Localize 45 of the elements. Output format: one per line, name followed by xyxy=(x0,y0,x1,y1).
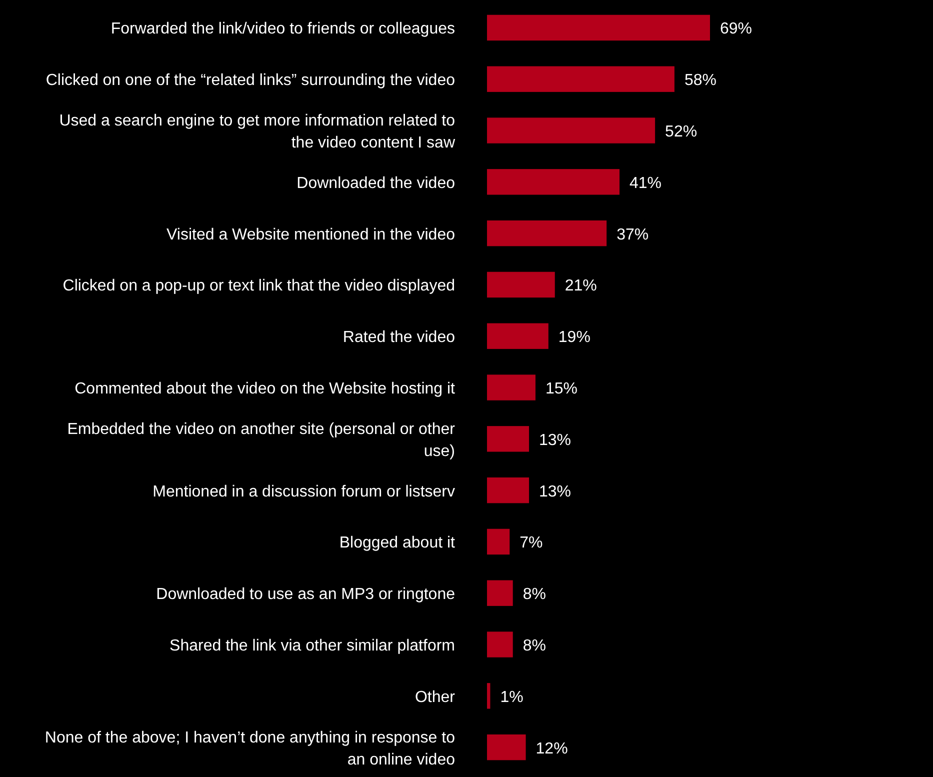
y-tick-label: Embedded the video on another site (personal or other use) xyxy=(67,420,456,460)
data-label: 19% xyxy=(558,329,590,346)
data-label: 12% xyxy=(536,740,568,758)
bar xyxy=(487,220,607,246)
y-tick-label: None of the above; I haven’t done anything in response to an online video xyxy=(44,729,456,768)
y-tick-label: Mentioned in a discussion forum or listserv xyxy=(152,483,455,500)
bar xyxy=(487,528,510,555)
data-label: 8% xyxy=(522,638,546,654)
bar xyxy=(487,14,710,41)
bar xyxy=(487,272,555,298)
y-tick-label: Downloaded the video xyxy=(296,174,456,192)
y-tick-label: Used a search engine to get more information related to the video content I saw xyxy=(59,112,456,152)
data-label: 1% xyxy=(500,688,524,706)
bar xyxy=(487,683,490,709)
bar xyxy=(487,580,513,606)
y-tick-label: Rated the video xyxy=(342,329,456,346)
data-label: 41% xyxy=(630,174,662,192)
bar xyxy=(487,169,620,195)
data-label: 13% xyxy=(539,432,572,449)
data-label: 13% xyxy=(539,483,572,500)
data-label: 69% xyxy=(720,20,752,38)
data-label: 37% xyxy=(616,226,649,244)
bar xyxy=(487,426,530,452)
y-tick-label: Clicked on one of the “related links” surrounding the video xyxy=(46,72,456,90)
bar xyxy=(487,632,513,658)
y-tick-label: Shared the link via other similar platform xyxy=(170,638,455,654)
bar xyxy=(487,734,526,760)
y-tick-label: Visited a Website mentioned in the video xyxy=(166,226,456,244)
bar xyxy=(487,477,530,504)
data-label: 8% xyxy=(522,586,546,604)
data-label: 21% xyxy=(564,278,597,295)
y-tick-label: Blogged about it xyxy=(339,534,456,552)
y-tick-label: Clicked on a pop-up or text link that the video displayed xyxy=(62,278,455,295)
data-label: 15% xyxy=(545,380,578,398)
data-label: 52% xyxy=(665,124,698,140)
bar xyxy=(487,118,656,144)
data-label: 7% xyxy=(520,534,543,552)
bar xyxy=(487,66,674,92)
y-tick-label: Commented about the video on the Website hosting it xyxy=(74,380,456,398)
y-tick-label: Forwarded the link/video to friends or colleagues xyxy=(110,20,455,38)
y-tick-label: Other xyxy=(414,688,456,706)
bar xyxy=(487,374,536,400)
data-label: 58% xyxy=(684,72,716,90)
bar xyxy=(487,323,548,349)
y-tick-label: Downloaded to use as an MP3 or ringtone xyxy=(156,586,456,604)
